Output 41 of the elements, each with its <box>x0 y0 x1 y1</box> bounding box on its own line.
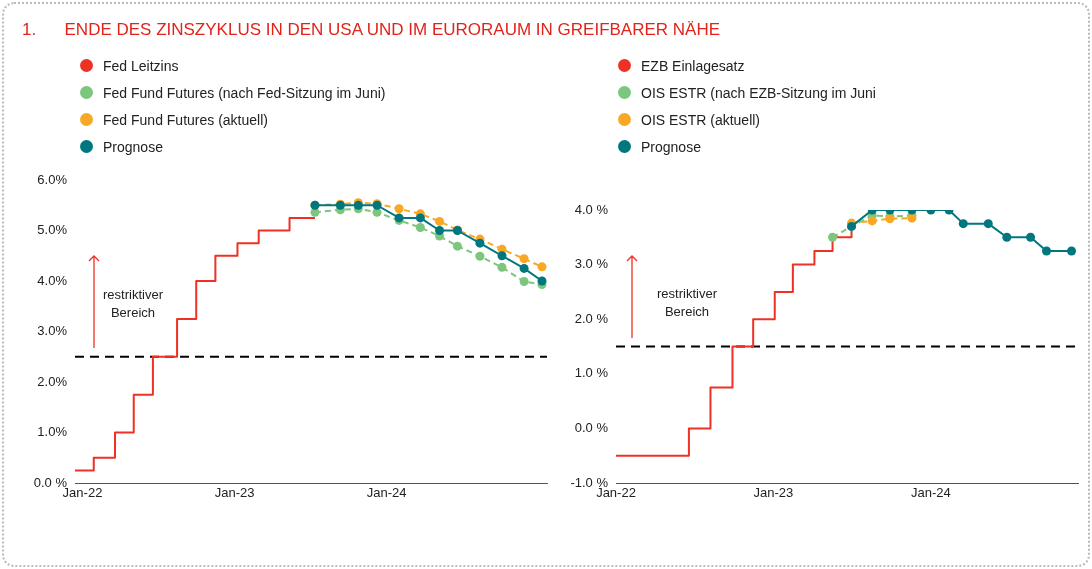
point <box>537 276 547 286</box>
point <box>475 251 485 261</box>
x-tick-label: Jan-23 <box>214 485 255 501</box>
point <box>497 262 507 272</box>
y-tick-label: 4.0 % <box>574 201 609 217</box>
point <box>497 251 507 261</box>
annotation: restriktiver Bereich <box>102 286 164 322</box>
y-tick-label: 6.0% <box>37 171 68 187</box>
point <box>519 254 529 264</box>
legend-label: Prognose <box>103 138 163 155</box>
point <box>537 262 547 272</box>
y-tick-label: 4.0% <box>37 272 68 288</box>
y-tick-label: 5.0% <box>37 222 68 238</box>
point <box>475 238 485 248</box>
legend-label: OIS ESTR (nach EZB-Sitzung im Juni <box>641 84 876 101</box>
y-tick-label: 3.0 % <box>574 256 609 272</box>
point <box>415 222 425 232</box>
point <box>415 213 425 223</box>
y-tick-label: 0.0 % <box>574 419 609 435</box>
legend-label: EZB Einlagesatz <box>641 57 745 74</box>
point <box>435 226 445 235</box>
point <box>519 277 529 287</box>
x-tick-label: Jan-23 <box>753 485 794 501</box>
y-tick-label: 2.0% <box>37 373 68 389</box>
annotation: restriktiver Bereich <box>656 285 718 321</box>
point <box>435 216 445 226</box>
legend-label: Fed Fund Futures (aktuell) <box>103 111 268 128</box>
legend-label: OIS ESTR (aktuell) <box>641 111 761 128</box>
point <box>452 241 462 251</box>
y-tick-label: 2.0 % <box>574 310 609 326</box>
y-tick-label: 1.0 % <box>574 365 609 381</box>
x-tick-label: Jan-24 <box>366 485 407 501</box>
legend-label: Fed Leitzins <box>103 57 179 74</box>
legend-label: Fed Fund Futures (nach Fed-Sitzung im Juni) <box>103 84 386 101</box>
point <box>394 204 404 214</box>
chart-title: 1. ENDE DES ZINSZYKLUS IN DEN USA UND IM EURORAUM IN GREIFBARER NÄHE <box>22 20 721 40</box>
x-tick-label: Jan-24 <box>911 485 951 501</box>
point <box>519 263 529 273</box>
y-tick-label: 1.0% <box>37 424 68 440</box>
legend-label: Prognose <box>641 138 701 155</box>
y-tick-label: 3.0% <box>37 323 68 339</box>
